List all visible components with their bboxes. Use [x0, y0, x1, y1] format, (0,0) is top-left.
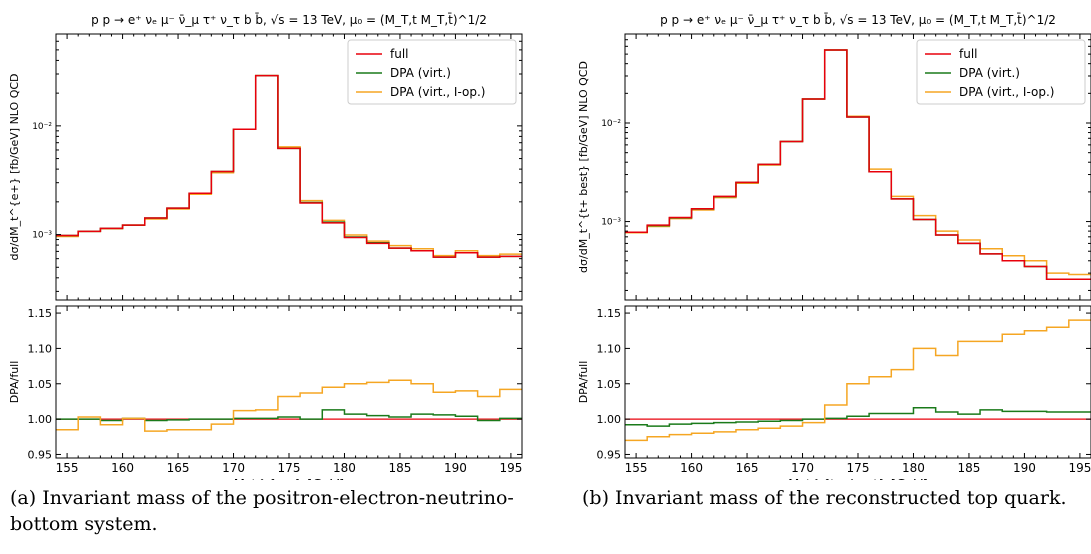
ratio-line-dpa-virt-i-op-	[625, 319, 1091, 442]
ratio-tick-label: 1.00	[28, 413, 53, 426]
x-tick-label: 165	[736, 461, 759, 475]
caption-a: (a) Invariant mass of the positron-elect…	[10, 487, 514, 535]
ratio-tick-label: 1.15	[28, 307, 53, 320]
panel-a: p p → e⁺ νₑ μ⁻ ν̄_μ τ⁺ ν_τ b b̄, √s = 13…	[8, 13, 523, 480]
ratio-axes-frame	[624, 305, 1091, 459]
legend-label: DPA (virt., I-op.)	[390, 85, 485, 99]
y-tick-label: 10⁻²	[32, 122, 52, 132]
x-tick-label: 155	[56, 461, 79, 475]
series-line-full	[625, 49, 1091, 280]
ratio-axis-label: DPA/full	[577, 361, 590, 404]
x-axis-label: M_t^{e+} [GeV]	[234, 478, 344, 480]
x-tick-label: 185	[957, 461, 980, 475]
ratio-series-group	[56, 379, 522, 432]
caption-b: (b) Invariant mass of the reconstructed …	[582, 487, 1067, 509]
top-series-group	[56, 74, 522, 258]
ratio-tick-label: 0.95	[597, 448, 622, 461]
x-tick-label: 170	[222, 461, 245, 475]
legend-box	[347, 39, 517, 105]
y-axis-label: dσ/dM_t^{e+} [fb/GeV] NLO QCD	[8, 73, 21, 260]
ratio-tick-label: 1.05	[28, 378, 53, 391]
ratio-series-group	[625, 319, 1091, 442]
legend-label: DPA (virt.)	[390, 66, 451, 80]
x-tick-label: 180	[902, 461, 925, 475]
chart-title: p p → e⁺ νₑ μ⁻ ν̄_μ τ⁺ ν_τ b b̄, √s = 13…	[91, 13, 487, 27]
x-axis-label: M_t^{t+ best} [GeV]	[788, 478, 928, 480]
x-tick-label: 195	[1068, 461, 1091, 475]
top-series-group	[625, 49, 1091, 280]
panel-b: p p → e⁺ νₑ μ⁻ ν̄_μ τ⁺ ν_τ b b̄, √s = 13…	[577, 13, 1091, 480]
ratio-tick-label: 1.05	[597, 378, 622, 391]
x-tick-label: 175	[847, 461, 870, 475]
x-tick-label: 180	[333, 461, 356, 475]
ratio-axis-label: DPA/full	[8, 361, 21, 404]
y-axis-label: dσ/dM_t^{t+ best} [fb/GeV] NLO QCD	[577, 61, 590, 273]
x-tick-label: 170	[791, 461, 814, 475]
x-tick-label: 160	[111, 461, 134, 475]
ratio-axes-frame	[55, 305, 523, 459]
chart-title: p p → e⁺ νₑ μ⁻ ν̄_μ τ⁺ ν_τ b b̄, √s = 13…	[660, 13, 1056, 27]
ratio-tick-label: 1.10	[28, 342, 53, 355]
legend-label: full	[959, 47, 978, 61]
legend-label: DPA (virt.)	[959, 66, 1020, 80]
figure: p p → e⁺ νₑ μ⁻ ν̄_μ τ⁺ ν_τ b b̄, √s = 13…	[8, 13, 1091, 480]
x-tick-label: 165	[167, 461, 190, 475]
ratio-tick-label: 0.95	[28, 448, 53, 461]
x-tick-label: 175	[278, 461, 301, 475]
x-tick-label: 190	[444, 461, 467, 475]
x-tick-label: 155	[625, 461, 648, 475]
series-line-full	[56, 74, 522, 258]
x-tick-label: 160	[680, 461, 703, 475]
y-tick-label: 10⁻³	[32, 231, 52, 241]
ratio-tick-label: 1.15	[597, 307, 622, 320]
y-tick-label: 10⁻²	[601, 119, 621, 129]
legend-label: full	[390, 47, 409, 61]
ratio-tick-label: 1.10	[597, 342, 622, 355]
ratio-line-dpa-virt-	[625, 407, 1091, 427]
y-tick-label: 10⁻³	[601, 218, 621, 228]
x-tick-label: 190	[1013, 461, 1036, 475]
x-tick-label: 195	[499, 461, 522, 475]
legend-box	[916, 39, 1086, 105]
legend-label: DPA (virt., I-op.)	[959, 85, 1054, 99]
x-tick-label: 185	[388, 461, 411, 475]
ratio-tick-label: 1.00	[597, 413, 622, 426]
ratio-line-dpa-virt-i-op-	[56, 379, 522, 432]
